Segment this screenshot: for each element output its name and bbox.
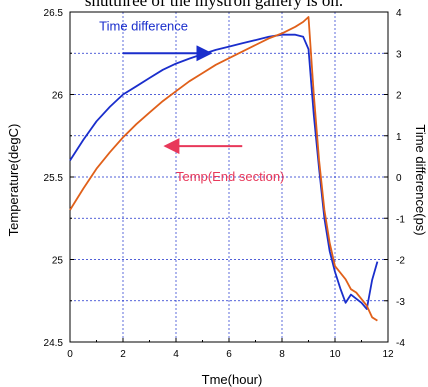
annotation-layer: Time difference Temp(End section) xyxy=(99,19,284,185)
x-tick-label: 0 xyxy=(67,349,73,360)
annotation-time-difference: Time difference xyxy=(99,19,188,34)
y-right-ticks: -4 -3 -2 -1 0 1 2 3 4 xyxy=(384,8,405,349)
y-left-axis-label: Temperature(degC) xyxy=(6,124,21,237)
cropped-header-text: shutthree of the mystron gallery is on. xyxy=(84,0,344,10)
y-right-tick-label: -3 xyxy=(396,297,405,308)
y-left-tick-label: 25.5 xyxy=(44,173,64,184)
y-right-axis-label: Time difference(ps) xyxy=(413,124,428,235)
y-left-ticks: 24.5 25 25.5 26 26.5 xyxy=(44,8,74,349)
x-tick-label: 12 xyxy=(382,349,394,360)
y-left-tick-label: 25 xyxy=(52,256,64,267)
y-right-tick-label: 1 xyxy=(396,132,402,143)
y-right-tick-label: 4 xyxy=(396,8,402,19)
y-right-tick-label: 3 xyxy=(396,49,402,60)
x-tick-label: 6 xyxy=(226,349,232,360)
y-right-tick-label: 0 xyxy=(396,173,402,184)
x-tick-label: 2 xyxy=(120,349,126,360)
x-axis-label: Tme(hour) xyxy=(202,372,263,387)
y-right-tick-label: -2 xyxy=(396,256,405,267)
x-tick-label: 4 xyxy=(173,349,179,360)
y-right-tick-label: 2 xyxy=(396,91,402,102)
x-tick-label: 10 xyxy=(329,349,341,360)
y-left-tick-label: 26 xyxy=(52,91,64,102)
y-right-tick-label: -4 xyxy=(396,338,405,349)
x-ticks: 0 2 4 6 8 10 12 xyxy=(67,338,394,360)
annotation-temp: Temp(End section) xyxy=(176,169,284,184)
x-tick-label: 8 xyxy=(279,349,285,360)
y-right-tick-label: -1 xyxy=(396,214,405,225)
y-left-tick-label: 26.5 xyxy=(44,8,64,19)
y-left-tick-label: 24.5 xyxy=(44,338,64,349)
series-line-temp xyxy=(69,16,378,322)
series-line-time_difference xyxy=(69,33,379,310)
series-layer xyxy=(69,16,379,322)
